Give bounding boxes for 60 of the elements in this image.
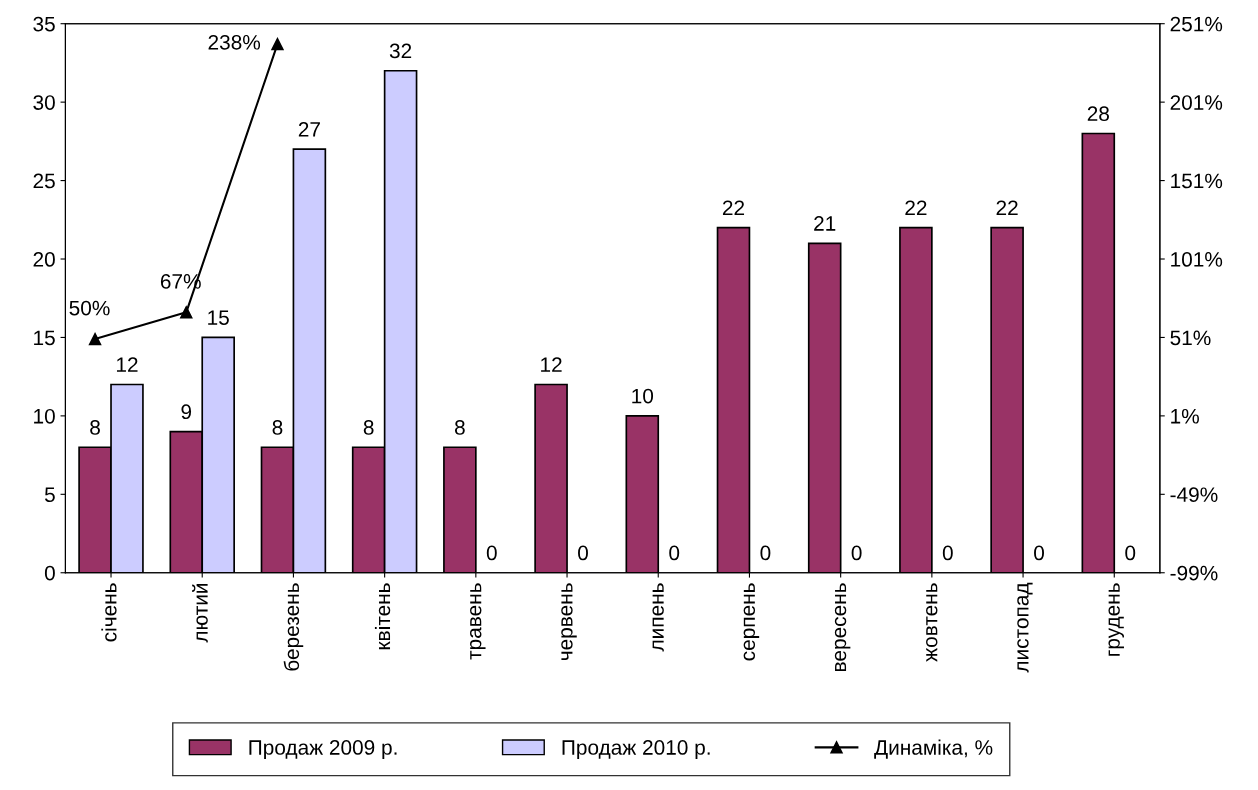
- data-label: 28: [1087, 106, 1109, 122]
- data-label: 27: [298, 121, 320, 137]
- x-tick-label: серпень: [743, 583, 760, 661]
- y-tick-label: 25: [33, 173, 55, 189]
- point: [88, 332, 102, 346]
- data-label: 0: [942, 545, 953, 561]
- y-tick-label: 35: [33, 16, 55, 32]
- data-label: 238%: [208, 34, 261, 50]
- y2-tick-label: -49%: [1170, 487, 1218, 503]
- x-tick-label: січень: [101, 583, 117, 642]
- data-label: 12: [116, 357, 138, 372]
- legend-label: Продаж 2010 р.: [562, 740, 710, 759]
- data-label: 8: [90, 420, 100, 435]
- x-tick-label: грудень: [1108, 583, 1124, 656]
- x-tick-label: травень: [470, 583, 486, 660]
- data-label: 32: [389, 43, 412, 59]
- y2-tick-label: 201%: [1170, 95, 1223, 110]
- x-tick-label: квітень: [374, 583, 391, 650]
- y-tick-label: 10: [34, 408, 55, 424]
- data-label: 0: [851, 545, 862, 561]
- x-tick-label: лютий: [192, 583, 208, 643]
- data-label: 22: [905, 200, 927, 215]
- data-label: 0: [1034, 545, 1045, 561]
- legend-label: Динаміка, %: [874, 739, 993, 759]
- x-tick-label: листопад: [1017, 582, 1033, 673]
- data-label: 0: [669, 545, 680, 561]
- y-tick-label: 20: [33, 252, 55, 267]
- data-label: 9: [181, 404, 192, 420]
- y-tick-label: 5: [44, 487, 55, 503]
- y2-tick-label: -99%: [1170, 565, 1218, 581]
- data-label: 15: [208, 310, 229, 325]
- x-tick-label: березень: [283, 583, 304, 671]
- data-label: 50%: [69, 300, 110, 316]
- data-label: 22: [722, 200, 745, 215]
- data-label: 8: [454, 420, 465, 435]
- y2-tick-label: 251%: [1170, 16, 1223, 32]
- data-label: 0: [1125, 545, 1136, 561]
- y2-tick-label: 101%: [1171, 252, 1223, 267]
- data-label: 8: [363, 420, 374, 435]
- y2-tick-label: 151%: [1171, 173, 1223, 189]
- y2-tick-label: 51%: [1170, 330, 1211, 346]
- x-tick-label: липень: [652, 583, 664, 652]
- y2-tick-label: 1%: [1171, 408, 1199, 424]
- data-label: 0: [486, 545, 497, 561]
- data-label: 22: [996, 200, 1018, 215]
- legend-label: Продаж 2009 р.: [249, 740, 397, 759]
- data-label: 0: [760, 545, 771, 561]
- point: [180, 306, 193, 319]
- y-tick-label: 30: [33, 95, 55, 110]
- point: [271, 37, 284, 51]
- data-label: 10: [632, 388, 654, 404]
- data-label: 12: [541, 357, 562, 372]
- x-tick-label: червень: [561, 583, 577, 661]
- x-tick-label: жовтень: [926, 583, 938, 662]
- y-tick-label: 15: [34, 330, 55, 346]
- data-label: 8: [272, 420, 283, 435]
- y-tick-label: 0: [44, 565, 55, 581]
- data-label: 0: [578, 545, 588, 561]
- data-label: 21: [814, 216, 836, 231]
- x-tick-label: вересень: [834, 583, 851, 671]
